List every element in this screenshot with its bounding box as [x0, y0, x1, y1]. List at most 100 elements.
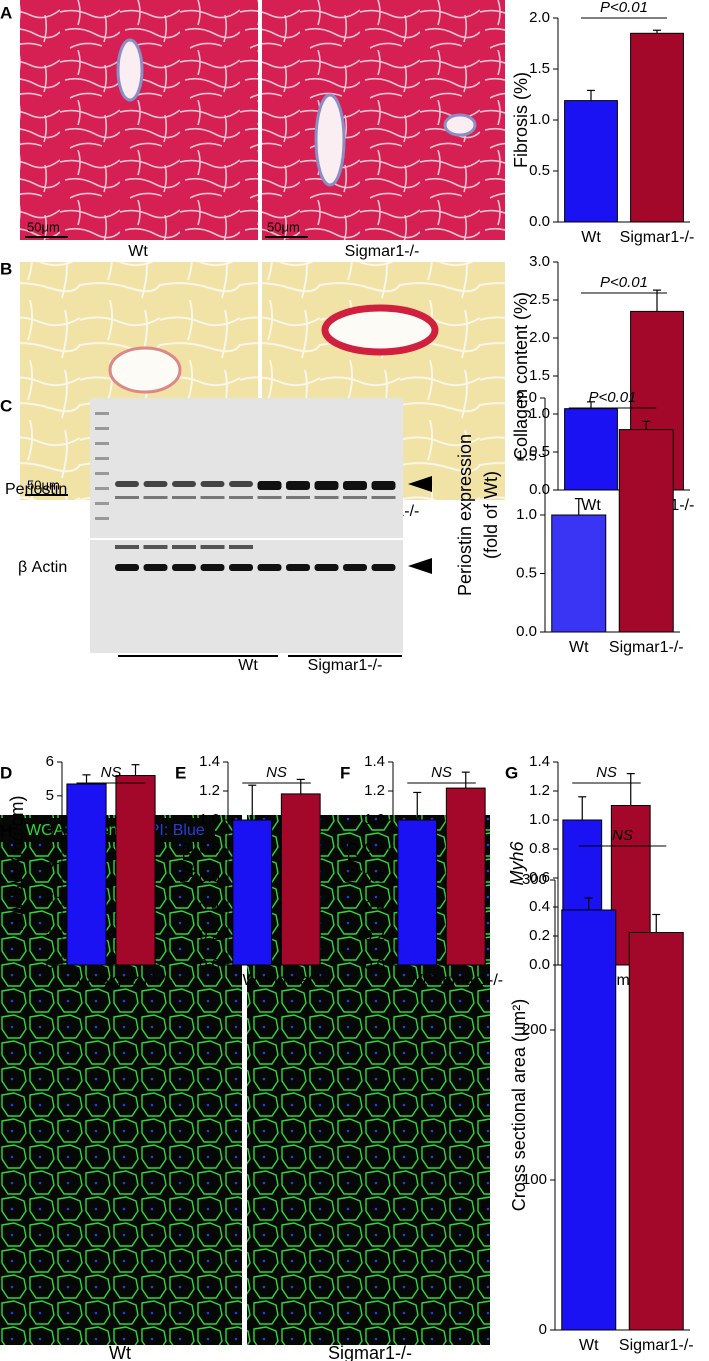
- y-tick-label: 0.0: [529, 956, 550, 973]
- band-label: Periostin: [5, 481, 67, 498]
- vessel: [321, 304, 439, 356]
- caption: Wt: [128, 243, 148, 260]
- x-tick-label: Sigmar1-/-: [619, 1337, 694, 1354]
- panel-label: G: [505, 763, 518, 782]
- bar: [561, 909, 617, 1331]
- y-axis-label: Fibrosis (%): [511, 72, 531, 168]
- x-tick-label: Sigmar1-/-: [620, 229, 695, 246]
- band: [115, 564, 139, 571]
- band: [314, 564, 339, 571]
- band: [371, 496, 396, 499]
- x-tick-label: Sigmar1-/-: [609, 639, 684, 656]
- band: [257, 564, 282, 571]
- y-tick-label: 1.5: [529, 60, 550, 77]
- band: [286, 564, 310, 571]
- x-tick-label: Wt: [581, 497, 601, 514]
- bar: [280, 793, 321, 966]
- ladder: [95, 412, 109, 415]
- group-label: Sigmar1-/-: [308, 657, 383, 674]
- band: [343, 564, 367, 571]
- band: [343, 496, 367, 499]
- band: [115, 481, 139, 487]
- y-tick-label: 100: [522, 1171, 547, 1188]
- y-tick-label: 0.2: [199, 927, 220, 944]
- y-tick-label: 0.2: [364, 927, 385, 944]
- y-tick-label: 0.0: [364, 956, 385, 973]
- band: [115, 545, 139, 549]
- y-tick-label: 1.0: [199, 811, 220, 828]
- band: [115, 496, 139, 499]
- x-tick-label: Wt: [579, 1337, 599, 1354]
- y-tick-label: 0: [539, 1321, 547, 1338]
- y-tick-label: 0.2: [529, 927, 550, 944]
- bar: [618, 429, 674, 633]
- y-tick-label: 200: [522, 1021, 547, 1038]
- y-tick-label: 1: [46, 922, 54, 939]
- band: [172, 564, 196, 571]
- blot-bands: [95, 412, 396, 571]
- y-tick-label: 1.0: [364, 811, 385, 828]
- band: [200, 481, 225, 487]
- scale-label: 50μm: [267, 219, 300, 234]
- annotation: NS: [266, 764, 287, 781]
- ladder: [95, 442, 109, 445]
- panel-label: D: [0, 763, 12, 782]
- panel-label: B: [0, 259, 12, 278]
- vessel: [443, 113, 477, 137]
- ladder: [95, 427, 109, 430]
- y-axis-label: (fold of Wt): [481, 471, 501, 559]
- y-tick-label: 2.0: [516, 389, 537, 406]
- legend-bg: [0, 818, 215, 842]
- y-tick-label: 0.8: [199, 840, 220, 857]
- y-tick-label: 3.0: [529, 253, 550, 270]
- band: [229, 545, 253, 549]
- y-tick-label: 0.8: [364, 840, 385, 857]
- band-label: β Actin: [18, 559, 67, 576]
- bar: [232, 819, 273, 966]
- y-tick-label: 6: [46, 753, 54, 770]
- band: [343, 481, 367, 490]
- panel-label: C: [0, 396, 12, 415]
- y-tick-label: 0.6: [364, 869, 385, 886]
- band: [229, 496, 253, 499]
- y-tick-label: 0.0: [199, 956, 220, 973]
- y-tick-label: 1.0: [529, 111, 550, 128]
- y-tick-label: 4: [46, 821, 54, 838]
- caption: Sigmar1-/-: [345, 243, 420, 260]
- y-tick-label: 1.5: [516, 447, 537, 464]
- band: [143, 564, 168, 571]
- ladder: [95, 472, 109, 475]
- y-tick-label: 1.4: [529, 753, 550, 770]
- y-tick-label: 0.4: [529, 898, 550, 915]
- bar: [66, 783, 107, 966]
- x-tick-label: Wt: [407, 972, 427, 989]
- band: [286, 481, 310, 490]
- y-tick-label: 0.0: [516, 623, 537, 640]
- bar: [445, 787, 486, 966]
- arrowhead: [408, 558, 432, 574]
- band: [257, 496, 282, 499]
- y-axis-label: Cross sectional area (μm²): [509, 999, 529, 1211]
- band: [371, 564, 396, 571]
- vessel: [116, 38, 144, 102]
- ladder: [95, 457, 109, 460]
- y-tick-label: 300: [522, 871, 547, 888]
- band: [200, 545, 225, 549]
- band: [200, 564, 225, 571]
- bar: [628, 932, 684, 1331]
- y-tick-label: 0.4: [199, 898, 220, 915]
- y-axis-label: Nppa: [177, 842, 197, 885]
- y-axis-label: Periostin expression: [455, 434, 475, 596]
- y-tick-label: 3: [46, 854, 54, 871]
- y-tick-label: 1.2: [364, 782, 385, 799]
- y-tick-label: 1.0: [529, 811, 550, 828]
- y-tick-label: 5: [46, 787, 54, 804]
- y-axis-label: Nppb: [342, 842, 362, 885]
- y-tick-label: 1.4: [364, 753, 385, 770]
- y-tick-label: 0.4: [364, 898, 385, 915]
- panel-label: H: [0, 821, 12, 840]
- panel-label: A: [0, 3, 12, 22]
- vessel: [108, 346, 182, 394]
- band: [229, 564, 253, 571]
